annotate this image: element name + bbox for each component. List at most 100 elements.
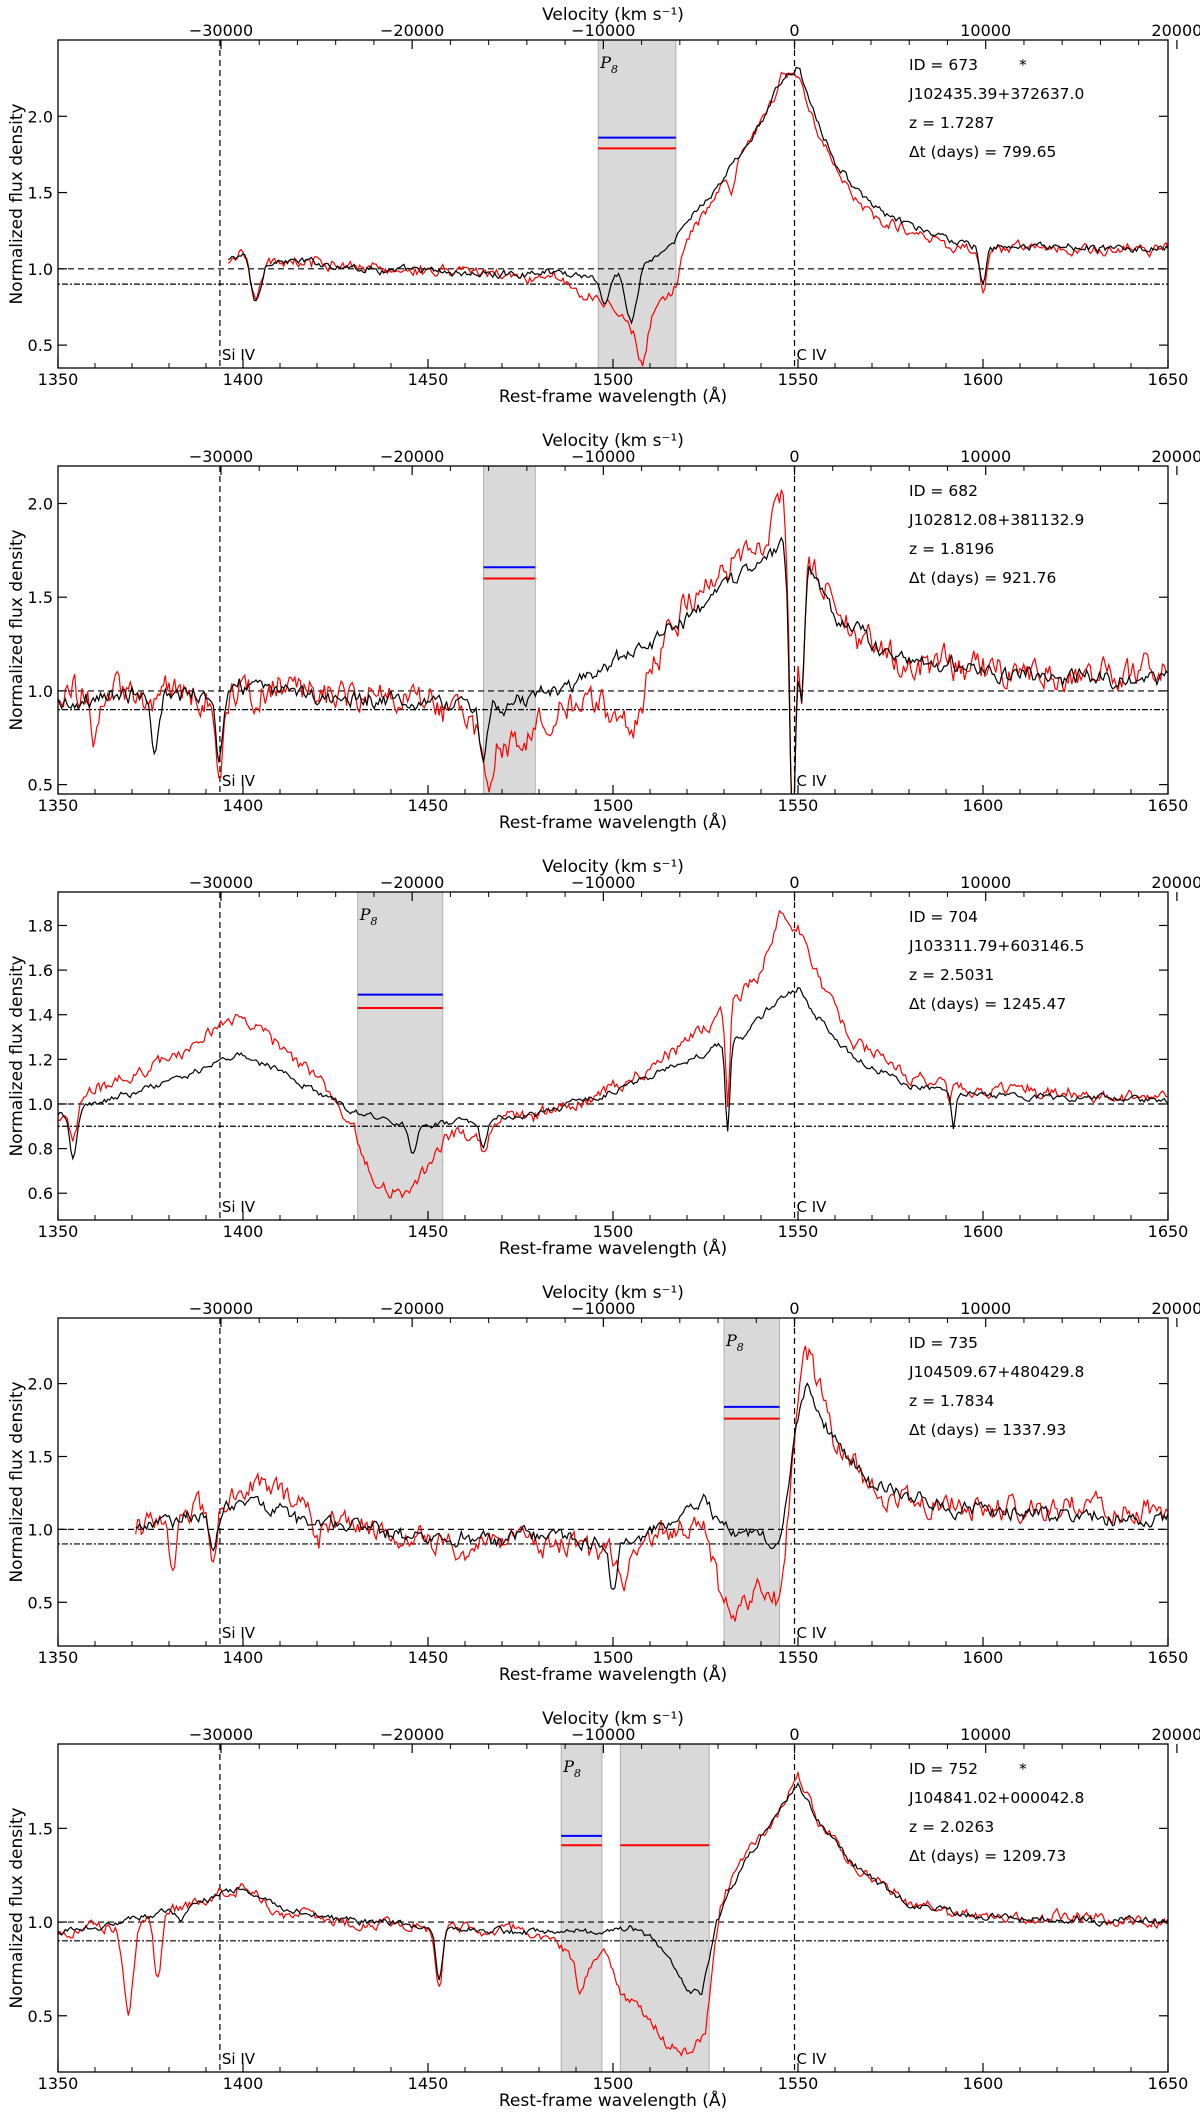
region-label-subscript: 8: [574, 1767, 581, 1780]
x-tick-label: 1450: [408, 2074, 449, 2093]
quasar-id: ID = 752: [909, 1760, 978, 1778]
velocity-tick-label: −20000: [380, 873, 444, 892]
x-tick-label: 1650: [1148, 796, 1189, 815]
x-tick-label: 1400: [223, 796, 264, 815]
flag-marker: *: [1019, 1760, 1027, 1778]
quasar-name: J102435.39+372637.0: [908, 85, 1084, 103]
y-tick-label: 1.5: [28, 1447, 53, 1466]
x-tick-label: 1500: [593, 2074, 634, 2093]
x-tick-label: 1650: [1148, 1648, 1189, 1667]
velocity-tick-label: 0: [789, 873, 799, 892]
y-tick-label: 0.5: [28, 336, 53, 355]
spectra-group: [58, 489, 1168, 794]
region-label-letter: P: [359, 905, 371, 924]
velocity-tick-label: 10000: [960, 873, 1011, 892]
time-baseline: Δt (days) = 921.76: [909, 569, 1056, 587]
region-label: P8: [725, 1331, 744, 1354]
y-tick-label: 1.0: [28, 1913, 53, 1932]
quasar-name: J102812.08+381132.9: [908, 511, 1084, 529]
spectrum-panel: P8 1350 1400 1450 1500 1550 1600 1650 −30000 −200…: [7, 1709, 1200, 2111]
quasar-id: ID = 673: [909, 56, 978, 74]
velocity-tick-label: 20000: [1151, 21, 1200, 40]
quasar-id: ID = 704: [909, 908, 978, 926]
y-tick-label: 1.6: [28, 961, 53, 980]
x-tick-label: 1350: [38, 370, 79, 389]
y-tick-label: 0.8: [28, 1140, 53, 1159]
quasar-id: ID = 735: [909, 1334, 978, 1352]
absorption-region: [597, 39, 677, 369]
velocity-tick-label: 10000: [960, 21, 1011, 40]
y-tick-label: 2.0: [28, 1375, 53, 1394]
velocity-tick-label: 20000: [1151, 1725, 1200, 1744]
si-iv-label: Si IV: [222, 1198, 256, 1216]
x-tick-label: 1350: [38, 1222, 79, 1241]
y-tick-label: 1.4: [28, 1006, 53, 1025]
c-iv-label: C IV: [797, 772, 828, 790]
redshift: z = 1.7834: [909, 1392, 994, 1410]
absorption-region: [357, 891, 444, 1221]
y-tick-label: 2.0: [28, 494, 53, 513]
velocity-tick-label: −20000: [380, 447, 444, 466]
velocity-tick-label: −20000: [380, 1299, 444, 1318]
velocity-axis-title: Velocity (km s⁻¹): [542, 431, 684, 451]
x-tick-label: 1450: [408, 1222, 449, 1241]
spectrum-panel: P8 1350 1400 1450 1500 1550 1600 1650 −30000 −200…: [7, 1283, 1200, 1685]
spectrum-panel: 1350 1400 1450 1500 1550 1600 1650 −30000 −20000…: [7, 431, 1200, 833]
time-baseline: Δt (days) = 799.65: [909, 143, 1056, 161]
velocity-tick-label: −30000: [189, 873, 253, 892]
spectrum-epoch-1: [227, 66, 1168, 325]
y-tick-label: 1.0: [28, 1095, 53, 1114]
x-tick-label: 1450: [408, 370, 449, 389]
spectrum-epoch-2: [58, 489, 1168, 794]
si-iv-label: Si IV: [222, 772, 256, 790]
velocity-tick-label: 10000: [960, 1725, 1011, 1744]
velocity-axis-title: Velocity (km s⁻¹): [542, 857, 684, 877]
y-tick-label: 0.5: [28, 776, 53, 795]
quasar-name: J104509.67+480429.8: [908, 1363, 1084, 1381]
spectrum-panel: P8 1350 1400 1450 1500 1550 1600 1650 −30000 −200…: [7, 857, 1200, 1259]
velocity-tick-label: 10000: [960, 447, 1011, 466]
spectrum-epoch-1: [58, 986, 1168, 1161]
x-tick-label: 1550: [778, 1222, 819, 1241]
velocity-tick-label: −10000: [571, 1725, 635, 1744]
spectrum-epoch-1: [135, 1382, 1168, 1591]
region-label-subscript: 8: [370, 915, 377, 928]
y-tick-label: 1.5: [28, 588, 53, 607]
velocity-tick-label: −30000: [189, 447, 253, 466]
x-tick-label: 1450: [408, 1648, 449, 1667]
quasar-name: J104841.02+000042.8: [908, 1789, 1084, 1807]
velocity-tick-label: 0: [789, 21, 799, 40]
velocity-tick-label: −30000: [189, 1299, 253, 1318]
velocity-tick-label: −20000: [380, 1725, 444, 1744]
velocity-tick-label: 0: [789, 447, 799, 466]
si-iv-label: Si IV: [222, 1624, 256, 1642]
spectrum-panel: P8 1350 1400 1450 1500 1550 1600 1650 −30000 −200…: [7, 5, 1200, 407]
region-label: P8: [562, 1757, 581, 1780]
velocity-tick-label: −20000: [380, 21, 444, 40]
x-tick-label: 1500: [593, 796, 634, 815]
x-tick-label: 1350: [38, 1648, 79, 1667]
x-tick-label: 1650: [1148, 370, 1189, 389]
x-tick-label: 1450: [408, 796, 449, 815]
x-tick-label: 1650: [1148, 1222, 1189, 1241]
x-tick-label: 1350: [38, 796, 79, 815]
spectrum-epoch-2: [135, 1345, 1168, 1622]
absorption-region: [560, 1743, 603, 2073]
x-axis-title: Rest-frame wavelength (Å): [499, 811, 727, 833]
x-tick-label: 1600: [963, 370, 1004, 389]
x-tick-label: 1550: [778, 1648, 819, 1667]
velocity-tick-label: 20000: [1151, 447, 1200, 466]
spectrum-epoch-2: [227, 71, 1168, 367]
quasar-name: J103311.79+603146.5: [908, 937, 1084, 955]
x-tick-label: 1500: [593, 1648, 634, 1667]
time-baseline: Δt (days) = 1337.93: [909, 1421, 1066, 1439]
y-tick-label: 1.2: [28, 1050, 53, 1069]
redshift: z = 1.7287: [909, 114, 994, 132]
y-tick-label: 0.5: [28, 2007, 53, 2026]
region-label: P8: [599, 53, 618, 76]
redshift: z = 1.8196: [909, 540, 994, 558]
absorption-region: [723, 1317, 780, 1647]
y-axis-title: Normalized flux density: [7, 529, 27, 730]
spectra-group: [227, 66, 1168, 367]
